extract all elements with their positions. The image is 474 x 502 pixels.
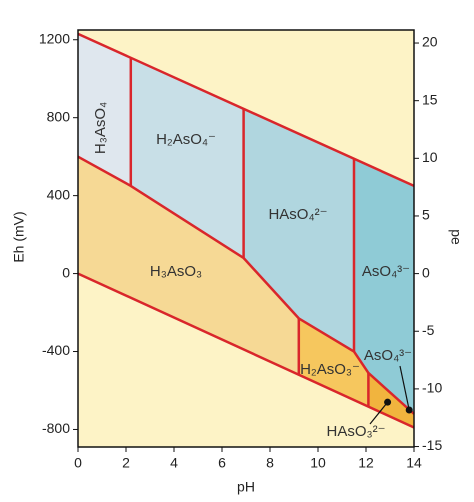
region-label: H₃AsO₃ [150,263,202,280]
region-label: H₃AsO₄ [92,102,109,154]
x-tick-label: 6 [218,455,226,471]
region-label: H₂AsO₄⁻ [156,131,216,148]
y2-tick-label: 15 [422,91,438,107]
region-label: AsO₄³⁻ [364,347,412,364]
region-label: AsO₄³⁻ [362,263,410,280]
region [354,158,414,414]
y2-tick-label: 20 [422,34,438,50]
plot-frame [77,29,415,448]
x-axis-label: pH [237,479,255,495]
y-tick-label: 0 [62,264,70,280]
y2-axis-label: pe [448,229,464,245]
marker [405,406,413,414]
y-tick-label: 400 [47,186,71,202]
y-tick-label: -800 [42,420,70,436]
x-tick-label: 0 [74,455,82,471]
leader-line [399,365,410,411]
x-tick-label: 4 [170,455,178,471]
region [298,318,369,407]
y2-tick-label: -10 [422,380,442,396]
x-tick-label: 8 [266,455,274,471]
y-axis-label: Eh (mV) [11,211,27,262]
y2-tick-label: 5 [422,207,430,223]
region-label: HAsO₄²⁻ [268,206,327,223]
boundary-line [77,32,415,188]
region [78,156,299,375]
x-tick-label: 10 [310,455,326,471]
y2-tick-label: -5 [422,322,435,338]
region [130,57,244,258]
region [368,372,414,428]
region-label: HAsO₃²⁻ [326,423,385,440]
y-tick-label: -400 [42,342,70,358]
x-tick-label: 2 [122,455,130,471]
x-tick-label: 14 [406,455,422,471]
region-label: H₂AsO₃⁻ [300,361,360,378]
marker [384,398,392,406]
boundary-line [77,272,415,429]
y2-tick-label: 10 [422,149,438,165]
leader-line [369,401,389,425]
region [78,33,131,186]
y-tick-label: 800 [47,108,71,124]
y-tick-label: 1200 [39,30,70,46]
y2-tick-label: -15 [422,437,442,453]
region [243,108,354,352]
x-tick-label: 12 [358,455,374,471]
y2-tick-label: 0 [422,264,430,280]
